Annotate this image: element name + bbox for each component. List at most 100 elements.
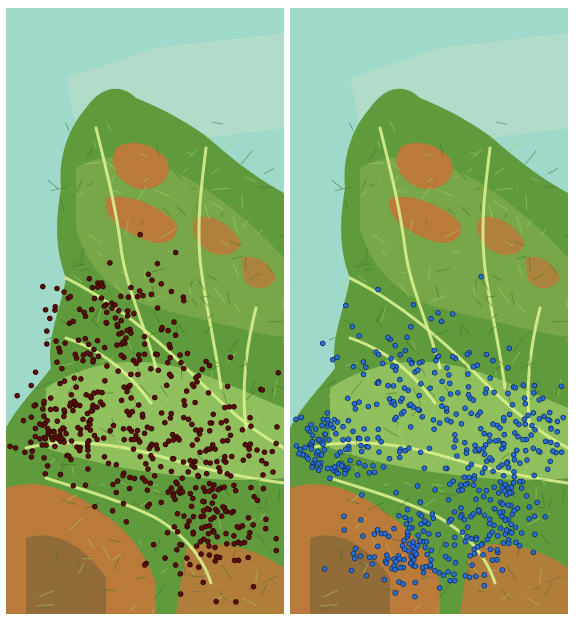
ridge-stroke — [113, 282, 126, 298]
ridge-stroke — [139, 498, 152, 507]
occurrence-point — [274, 424, 280, 430]
ridge-stroke — [383, 483, 390, 486]
ridge-stroke — [199, 297, 209, 307]
occurrence-point — [366, 554, 373, 561]
occurrence-point — [113, 489, 120, 496]
river-valley-2 — [308, 441, 568, 485]
ridge-stroke — [532, 585, 541, 591]
occurrence-point — [393, 559, 399, 565]
ridge-stroke — [528, 354, 532, 370]
occurrence-point — [67, 400, 74, 406]
occurrence-point — [432, 567, 438, 574]
occurrence-point — [392, 367, 399, 374]
peak-south-west — [26, 535, 106, 614]
ridge-stroke — [386, 392, 398, 395]
occurrence-point — [471, 550, 478, 557]
occurrence-point — [89, 284, 96, 291]
occurrence-point — [476, 446, 482, 453]
ridge-stroke — [477, 590, 485, 593]
occurrence-point — [354, 472, 361, 478]
occurrence-point — [222, 453, 228, 460]
ridge-stroke — [238, 460, 247, 474]
occurrence-point — [520, 382, 527, 388]
occurrence-point — [435, 531, 442, 538]
occurrence-point — [512, 384, 519, 391]
occurrence-point — [396, 454, 403, 461]
ridge-stroke — [382, 427, 400, 438]
ridge-stroke — [278, 490, 281, 502]
occurrence-point — [105, 460, 112, 467]
occurrence-point — [210, 411, 217, 418]
occurrence-point — [436, 569, 443, 576]
occurrence-point — [168, 468, 175, 475]
occurrence-point — [77, 431, 84, 438]
ridge-stroke — [139, 384, 151, 397]
occurrence-point — [482, 465, 488, 471]
occurrence-point — [486, 432, 493, 438]
ridge-stroke — [554, 387, 558, 395]
occurrence-point — [174, 546, 180, 553]
occurrence-point — [549, 448, 556, 454]
occurrence-point — [206, 362, 213, 369]
ridge-stroke — [395, 189, 405, 194]
occurrence-point — [469, 562, 475, 568]
ridge-stroke — [222, 381, 226, 391]
occurrence-point — [452, 559, 459, 566]
occurrence-point — [448, 516, 455, 523]
occurrence-point — [200, 579, 207, 586]
occurrence-point — [139, 411, 146, 418]
ridge-stroke — [485, 295, 495, 298]
occurrence-point — [542, 438, 549, 445]
occurrence-point — [145, 466, 151, 472]
occurrence-point — [227, 432, 234, 439]
occurrence-point — [511, 507, 517, 514]
occurrence-point — [442, 465, 449, 472]
occurrence-point — [141, 562, 148, 568]
ridge-stroke — [105, 121, 112, 132]
occurrence-point — [350, 363, 357, 370]
occurrence-point — [181, 297, 187, 304]
occurrence-point — [136, 288, 143, 294]
occurrence-point — [401, 556, 407, 563]
occurrence-point — [184, 350, 191, 357]
occurrence-point — [78, 376, 84, 382]
occurrence-point — [53, 406, 59, 413]
occurrence-point — [67, 293, 74, 300]
occurrence-point — [229, 453, 235, 460]
ridge-stroke — [56, 549, 59, 562]
occurrence-point — [546, 409, 553, 416]
occurrence-point — [248, 423, 254, 430]
ridge-stroke — [496, 388, 508, 399]
occurrence-point — [121, 436, 127, 443]
ridge-stroke — [491, 313, 499, 319]
occurrence-point — [109, 305, 115, 311]
occurrence-point — [381, 576, 388, 583]
river-valley-5 — [481, 146, 507, 390]
occurrence-point — [143, 460, 149, 467]
ridge-stroke — [495, 358, 503, 365]
occurrence-point — [503, 527, 510, 533]
ridge-stroke — [181, 570, 187, 577]
ridge-stroke — [240, 150, 253, 165]
occurrence-point — [205, 389, 212, 396]
occurrence-point — [192, 484, 199, 491]
occurrence-point — [27, 439, 34, 446]
ridge-stroke — [439, 142, 444, 158]
occurrence-point — [452, 431, 458, 438]
ridge-stroke — [138, 153, 148, 157]
occurrence-point — [214, 458, 220, 465]
highland-north-3 — [192, 216, 241, 255]
occurrence-point — [107, 427, 113, 434]
occurrence-point — [510, 479, 517, 486]
ridge-stroke — [263, 167, 275, 175]
occurrence-point — [260, 472, 266, 478]
ridge-stroke — [394, 174, 400, 185]
occurrence-point — [401, 408, 407, 415]
occurrence-point — [483, 458, 490, 465]
occurrence-point — [269, 448, 276, 455]
ridge-stroke — [69, 517, 83, 531]
occurrence-point — [333, 430, 339, 437]
occurrence-point — [481, 451, 488, 458]
occurrence-point — [91, 346, 97, 353]
occurrence-point — [127, 382, 133, 389]
